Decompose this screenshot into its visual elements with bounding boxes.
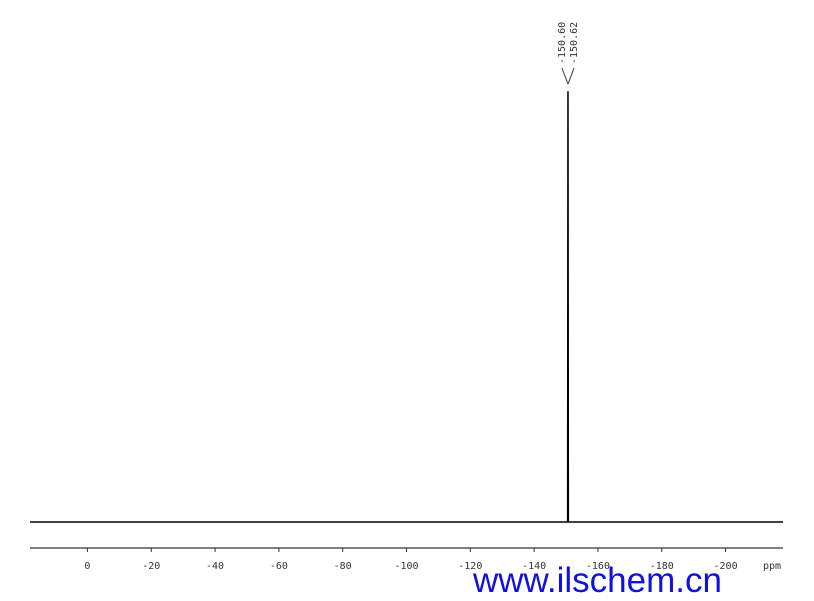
x-tick-label: -180	[650, 561, 674, 572]
x-tick-label: 0	[84, 561, 90, 572]
x-tick-label: -40	[206, 561, 224, 572]
x-tick-label: -20	[142, 561, 160, 572]
peak-label: -150.62	[569, 22, 580, 64]
spectrum	[30, 91, 783, 523]
x-tick-label: -100	[394, 561, 418, 572]
x-unit: ppm	[763, 561, 781, 572]
x-tick-label: -160	[586, 561, 610, 572]
x-tick-label: -80	[334, 561, 352, 572]
x-tick-label: -60	[270, 561, 288, 572]
peak-connector	[567, 67, 575, 85]
x-tick-label: -140	[522, 561, 546, 572]
x-tick-label: -120	[458, 561, 482, 572]
peak-label: -150.60	[557, 22, 568, 64]
watermark: www.ilschem.cn	[472, 561, 722, 600]
x-tick-label: -200	[714, 561, 738, 572]
peak-connector	[561, 67, 569, 85]
